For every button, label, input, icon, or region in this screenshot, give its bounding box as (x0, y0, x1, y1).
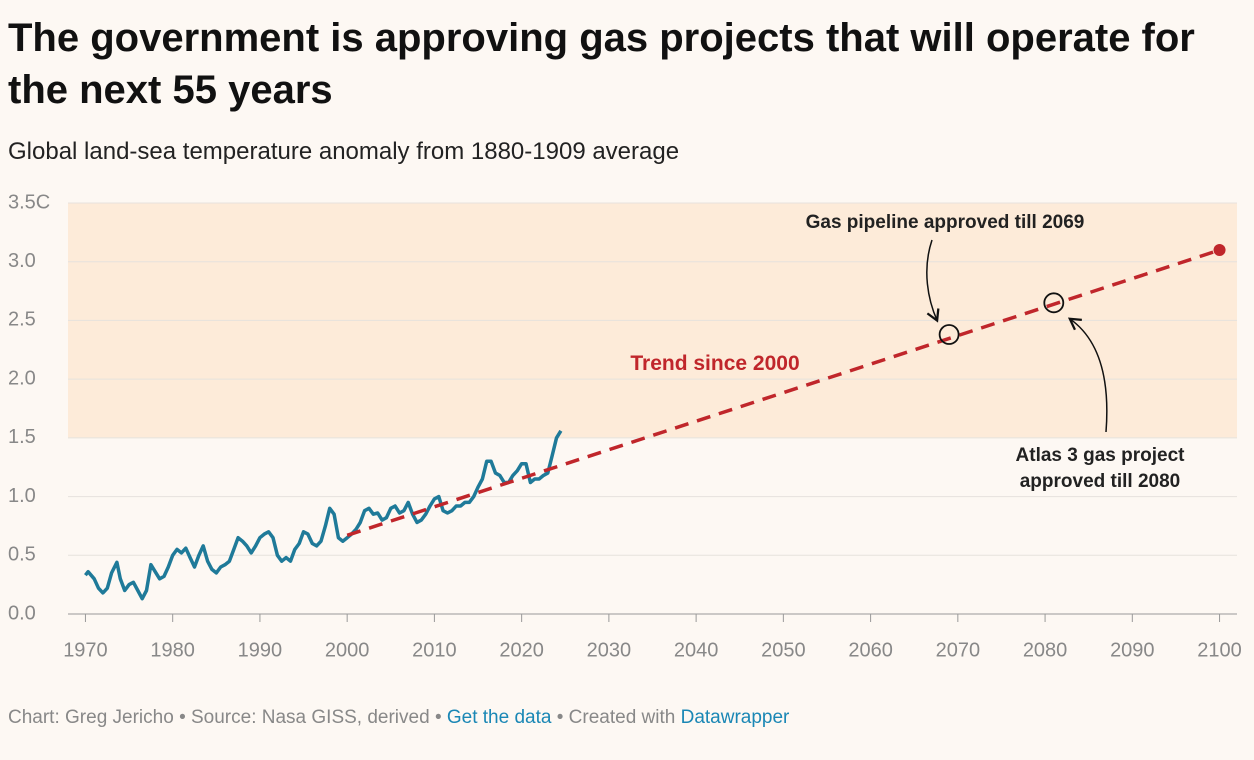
chart-subtitle: Global land-sea temperature anomaly from… (8, 138, 680, 165)
credit: • Created with (551, 707, 681, 728)
x-tick-label: 1970 (63, 639, 108, 661)
chart-title: The government is approving gas projects… (8, 16, 1195, 112)
y-tick-label: 2.0 (8, 367, 36, 389)
x-tick-label: 2100 (1197, 639, 1242, 661)
y-tick-label: 0.5 (8, 544, 36, 566)
annotation-arrow (926, 239, 940, 323)
annotation-arrow (1067, 317, 1108, 433)
x-tick-label: 2070 (936, 639, 981, 661)
y-tick-label: 2.5 (8, 309, 36, 331)
line (346, 248, 1221, 537)
line (84, 429, 563, 601)
x-tick-label: 2060 (848, 639, 893, 661)
x-tick-label: 2000 (325, 639, 370, 661)
credit: Chart: Greg Jericho • Source: Nasa GISS,… (8, 707, 447, 728)
x-tick-label: 2080 (1023, 639, 1068, 661)
annotation-text: Atlas 3 gas project approved till 2080 (1015, 445, 1185, 492)
y-tick-label: 1.0 (8, 485, 36, 507)
y-tick-label: 3.0 (8, 250, 36, 272)
x-tick-label: 2030 (587, 639, 632, 661)
x-tick-label: 1990 (238, 639, 283, 661)
x-tick-label: 2020 (499, 639, 544, 661)
x-tick-label: 2010 (412, 639, 457, 661)
y-tick-label: 0.0 (8, 602, 36, 624)
x-tick-label: 1980 (150, 639, 195, 661)
annotation-text: Gas pipeline approved till 2069 (805, 212, 1085, 233)
x-tick-label: 2040 (674, 639, 719, 661)
trend-label: Trend since 2000 (630, 352, 800, 375)
datawrapper-link[interactable]: Datawrapper (680, 707, 790, 728)
x-tick-label: 2050 (761, 639, 806, 661)
y-tick-label: 3.5C (8, 191, 50, 213)
end-point (1213, 243, 1226, 256)
y-tick-label: 1.5 (8, 426, 36, 448)
data-link[interactable]: Get the data (446, 707, 552, 728)
annotation-marker (1043, 292, 1065, 314)
annotation-marker (938, 324, 960, 345)
x-tick-label: 2090 (1110, 639, 1155, 661)
footer: Chart: Greg Jericho • Source: Nasa GISS,… (8, 707, 789, 729)
